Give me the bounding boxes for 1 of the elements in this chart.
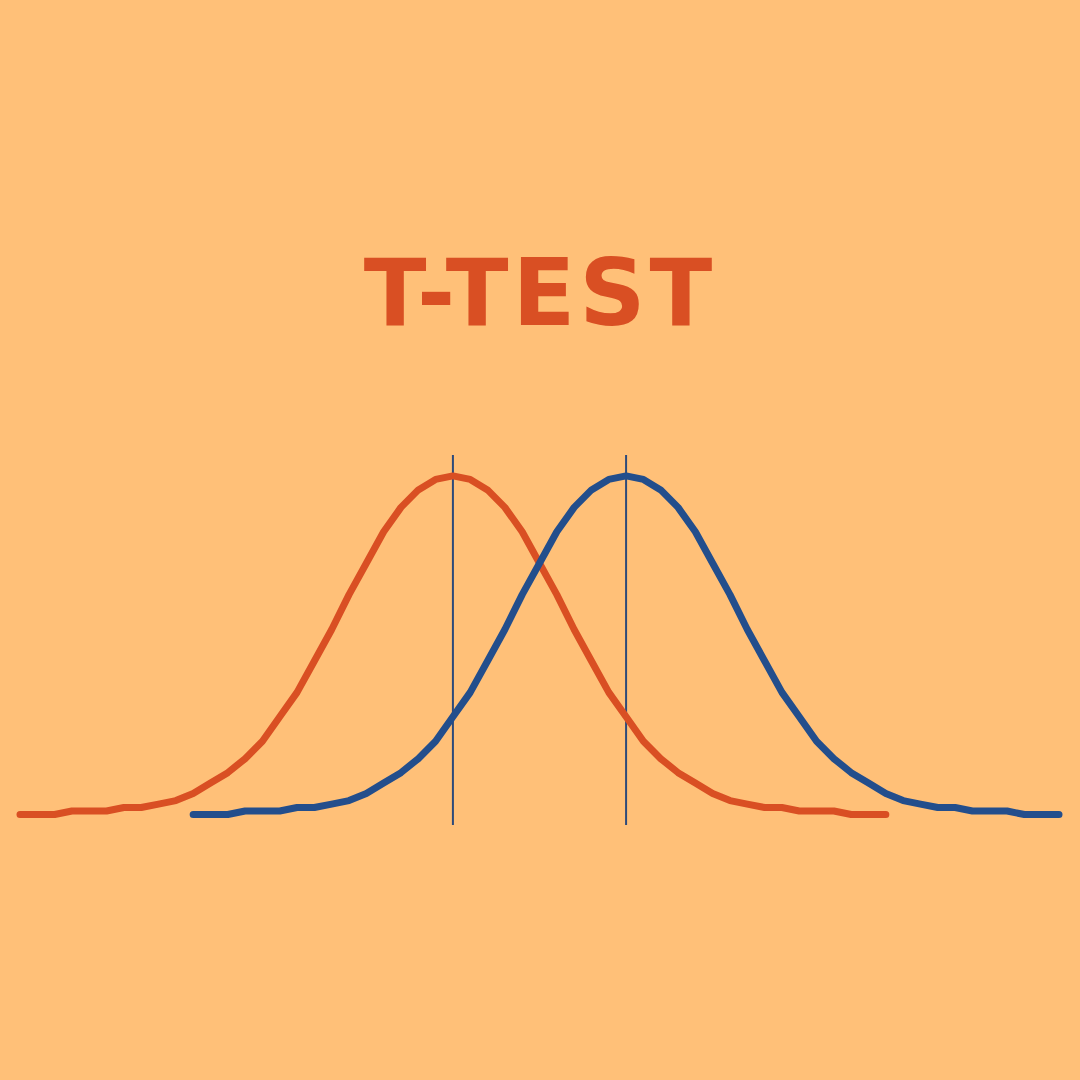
chart-title: T-TEST xyxy=(362,240,718,347)
